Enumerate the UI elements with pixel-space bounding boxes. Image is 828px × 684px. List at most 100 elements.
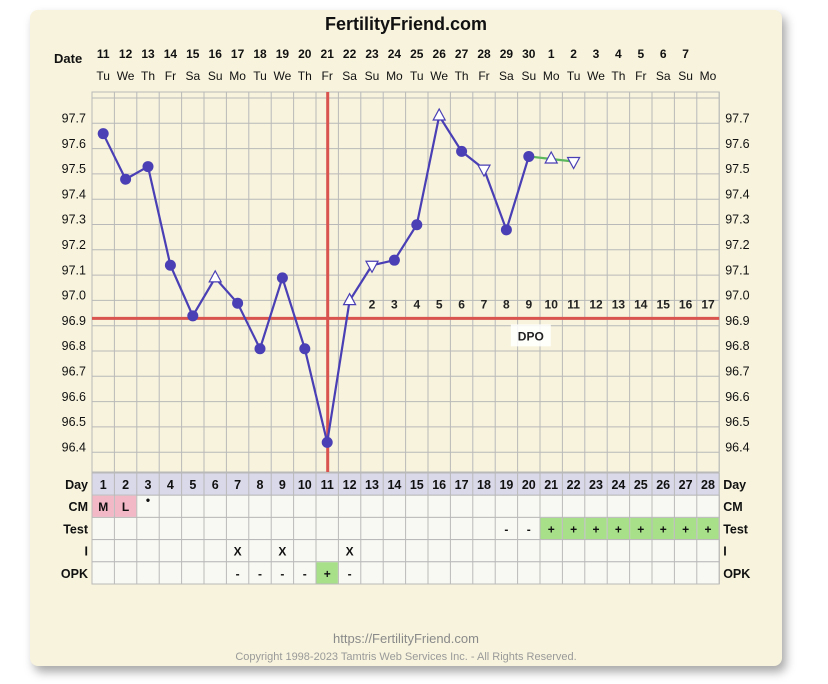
weekday-label: Fr <box>478 69 489 83</box>
row-cell-value: - <box>280 567 284 581</box>
y-tick-label-right: 97.2 <box>725 238 749 252</box>
date-label: 1 <box>548 47 555 61</box>
y-tick-label-right: 96.6 <box>725 390 749 404</box>
y-tick-label-left: 96.8 <box>62 339 86 353</box>
date-label: 22 <box>343 47 357 61</box>
day-row-label-right: Day <box>723 478 746 492</box>
y-tick-label-left: 97.4 <box>62 187 86 201</box>
cycle-day-label: 18 <box>477 478 491 492</box>
date-label: 25 <box>410 47 424 61</box>
weekday-label: Fr <box>165 69 176 83</box>
dpo-number: 14 <box>634 297 648 311</box>
positive-cell <box>630 517 652 540</box>
date-label: 19 <box>276 47 290 61</box>
temperature-line <box>102 113 530 443</box>
weekday-label: Sa <box>185 69 200 83</box>
cycle-day-label: 6 <box>212 478 219 492</box>
row-cell-value: + <box>660 522 667 536</box>
date-label: 21 <box>321 47 335 61</box>
y-tick-label-left: 96.5 <box>62 415 86 429</box>
y-tick-label-right: 96.5 <box>725 415 749 429</box>
date-label: 5 <box>637 47 644 61</box>
weekday-label: We <box>274 69 292 83</box>
dpo-number: 9 <box>525 297 532 311</box>
weekday-label: Fr <box>322 69 333 83</box>
weekday-label: Th <box>141 69 155 83</box>
date-label: 14 <box>164 47 178 61</box>
cycle-day-label: 11 <box>321 478 334 492</box>
row-cell-value: - <box>303 567 307 581</box>
row-cell-value: • <box>146 493 150 507</box>
row-label-left: OPK <box>61 567 88 581</box>
cycle-day-label: 23 <box>589 478 603 492</box>
weekday-label: Mo <box>543 69 560 83</box>
cycle-day-label: 21 <box>544 478 558 492</box>
row-label-right: Test <box>723 522 749 536</box>
date-label: 17 <box>231 47 245 61</box>
row-label-right: I <box>723 545 726 559</box>
temperature-point <box>97 128 109 140</box>
row-cell-value: L <box>122 500 129 514</box>
cycle-day-label: 2 <box>122 478 129 492</box>
positive-cell <box>316 562 338 584</box>
dpo-number: 2 <box>369 297 376 311</box>
weekday-label: We <box>117 69 135 83</box>
weekday-label: We <box>430 69 448 83</box>
weekday-label: Sa <box>656 69 671 83</box>
row-label-left: Test <box>63 522 89 536</box>
date-label: 2 <box>570 47 577 61</box>
dpo-number: 17 <box>701 297 715 311</box>
cycle-day-label: 13 <box>365 478 379 492</box>
dpo-number: 13 <box>612 297 626 311</box>
weekday-label: Su <box>365 69 380 83</box>
row-cell-value: M <box>98 500 108 514</box>
menses-cell <box>92 495 114 517</box>
date-label: 24 <box>388 47 402 61</box>
cycle-day-label: 9 <box>279 478 286 492</box>
y-tick-label-right: 97.1 <box>725 263 749 277</box>
cycle-day-label: 27 <box>679 478 693 492</box>
open-triangle-up-marker <box>432 107 447 121</box>
row-label-right: CM <box>723 500 742 514</box>
y-tick-label-right: 96.9 <box>725 314 749 328</box>
date-label: 20 <box>298 47 312 61</box>
row-cell-value: - <box>236 567 240 581</box>
open-triangle-down-marker <box>364 260 380 274</box>
open-triangle-up-marker <box>342 292 357 306</box>
plot-grid <box>91 91 720 473</box>
date-label: 13 <box>141 47 155 61</box>
y-tick-label-left: 96.9 <box>62 314 86 328</box>
dpo-number: 15 <box>657 297 671 311</box>
temperature-point <box>120 173 132 185</box>
y-tick-label-left: 97.1 <box>62 263 86 277</box>
cycle-day-label: 7 <box>234 478 241 492</box>
row-cell-value: + <box>592 522 599 536</box>
positive-cell <box>697 517 719 540</box>
y-tick-label-left: 97.0 <box>62 289 86 303</box>
row-cell-value: + <box>548 522 555 536</box>
cycle-day-label: 1 <box>100 478 107 492</box>
y-tick-label-right: 96.8 <box>725 339 749 353</box>
cycle-day-label: 22 <box>567 478 581 492</box>
positive-cell <box>562 517 585 540</box>
date-label: 29 <box>500 47 514 61</box>
positive-cell <box>652 517 674 540</box>
cycle-day-label: 8 <box>257 478 264 492</box>
footer-url[interactable]: https://FertilityFriend.com <box>333 631 479 646</box>
y-tick-label-right: 97.7 <box>725 112 749 126</box>
dpo-number: 8 <box>503 297 510 311</box>
temperature-point <box>142 161 154 173</box>
y-tick-label-right: 96.4 <box>725 440 749 454</box>
weekday-label: Sa <box>342 69 357 83</box>
positive-cell <box>540 517 562 540</box>
row-cell-value: - <box>527 522 531 536</box>
open-triangle-down-marker <box>476 164 492 178</box>
dpo-number: 11 <box>567 297 580 311</box>
date-label: 30 <box>522 47 536 61</box>
dpo-number: 4 <box>413 297 420 311</box>
weekday-label: Mo <box>700 69 717 83</box>
temperature-point <box>321 436 333 448</box>
weekday-label: Th <box>611 69 625 83</box>
weekday-label: Th <box>455 69 469 83</box>
weekday-label: Tu <box>96 69 110 83</box>
